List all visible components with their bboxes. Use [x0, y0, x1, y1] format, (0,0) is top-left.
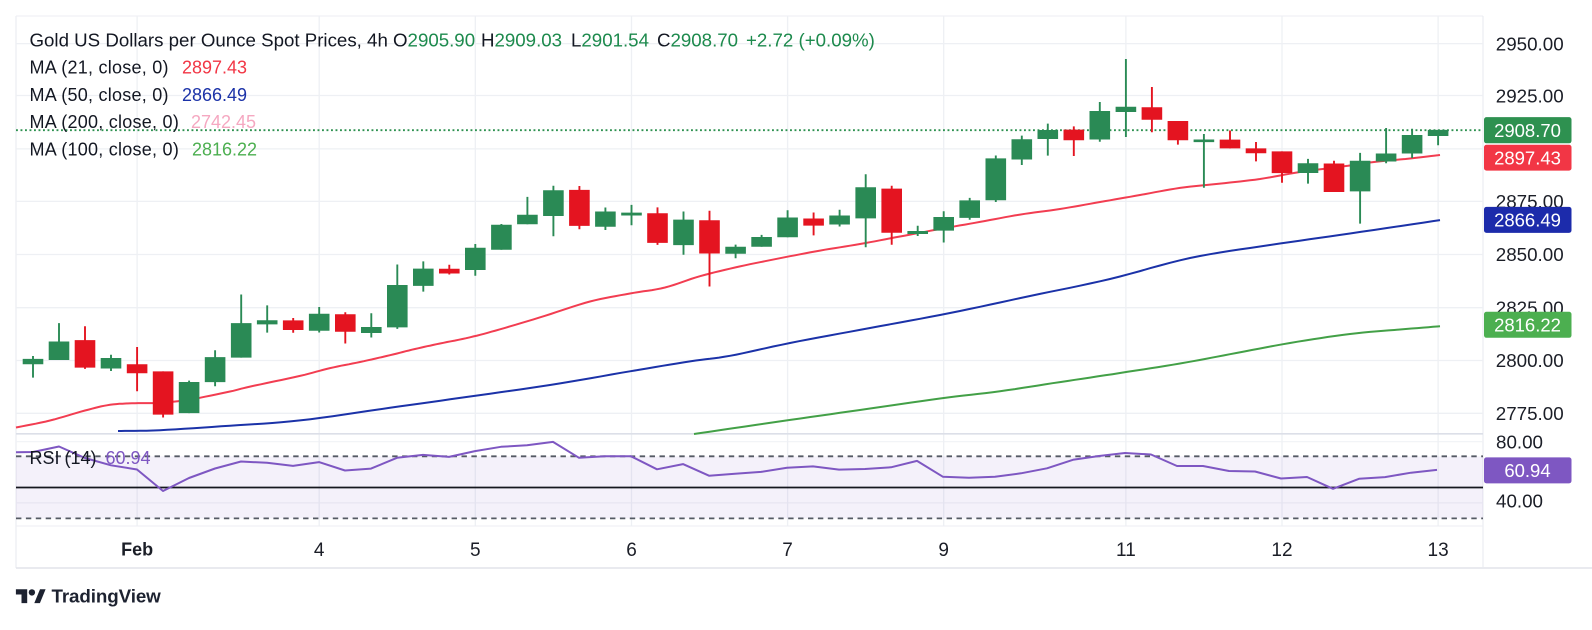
svg-text:6: 6 — [626, 540, 637, 561]
svg-text:2908.70: 2908.70 — [1494, 120, 1561, 141]
svg-text:2866.49: 2866.49 — [182, 85, 247, 105]
svg-text:60.94: 60.94 — [106, 448, 151, 468]
svg-text:2866.49: 2866.49 — [1494, 210, 1561, 231]
svg-text:TradingView: TradingView — [52, 586, 162, 607]
svg-text:7: 7 — [782, 540, 793, 561]
svg-text:MA (50, close, 0): MA (50, close, 0) — [30, 85, 169, 105]
svg-text:13: 13 — [1428, 540, 1449, 561]
svg-text:11: 11 — [1116, 540, 1136, 561]
svg-text:5: 5 — [470, 540, 481, 561]
svg-text:2816.22: 2816.22 — [1494, 315, 1561, 336]
svg-text:+2.72 (+0.09%): +2.72 (+0.09%) — [746, 30, 875, 51]
svg-text:9: 9 — [938, 540, 949, 561]
svg-text:Feb: Feb — [121, 539, 153, 559]
svg-text:C2908.70: C2908.70 — [657, 30, 738, 51]
svg-text:2925.00: 2925.00 — [1496, 85, 1564, 106]
svg-text:O2905.90: O2905.90 — [393, 30, 475, 51]
svg-text:12: 12 — [1271, 540, 1292, 561]
svg-text:RSI (14): RSI (14) — [30, 448, 97, 468]
svg-text:2775.00: 2775.00 — [1496, 403, 1564, 424]
svg-text:40.00: 40.00 — [1496, 491, 1543, 512]
svg-text:L2901.54: L2901.54 — [571, 30, 649, 51]
svg-text:60.94: 60.94 — [1504, 460, 1550, 481]
svg-text:2816.22: 2816.22 — [192, 140, 257, 160]
svg-text:2742.45: 2742.45 — [191, 112, 256, 132]
svg-text:4: 4 — [314, 540, 325, 561]
svg-text:MA (100, close, 0): MA (100, close, 0) — [30, 140, 180, 160]
svg-text:2800.00: 2800.00 — [1496, 350, 1564, 371]
svg-text:H2909.03: H2909.03 — [481, 30, 562, 51]
svg-text:2897.43: 2897.43 — [1494, 147, 1561, 168]
svg-text:2950.00: 2950.00 — [1496, 33, 1564, 54]
svg-text:80.00: 80.00 — [1496, 432, 1543, 453]
svg-text:Gold US Dollars per Ounce Spot: Gold US Dollars per Ounce Spot Prices, 4… — [30, 30, 388, 51]
svg-text:2897.43: 2897.43 — [182, 58, 247, 78]
svg-text:2850.00: 2850.00 — [1496, 244, 1564, 265]
svg-text:MA (21, close, 0): MA (21, close, 0) — [30, 58, 169, 78]
svg-text:MA (200, close, 0): MA (200, close, 0) — [30, 112, 180, 132]
